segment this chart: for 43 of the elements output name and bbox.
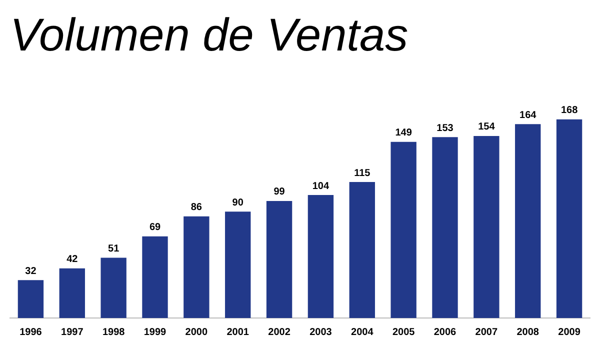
x-tick-label: 2004 xyxy=(351,326,374,338)
data-label: 104 xyxy=(312,180,330,192)
x-tick-label: 2001 xyxy=(226,326,250,338)
x-tick-label: 2003 xyxy=(310,326,332,338)
bar xyxy=(474,136,500,318)
data-label: 90 xyxy=(232,197,244,208)
bar xyxy=(349,182,375,318)
bar xyxy=(59,268,85,318)
data-label: 149 xyxy=(395,128,412,139)
x-tick-label: 2007 xyxy=(475,326,498,338)
x-tick-label: 1997 xyxy=(61,326,84,338)
data-label: 168 xyxy=(560,105,578,116)
data-label: 32 xyxy=(25,266,37,277)
bar xyxy=(225,212,251,318)
bar xyxy=(556,119,582,318)
data-label: 86 xyxy=(190,202,202,214)
bar xyxy=(142,236,168,318)
data-label: 164 xyxy=(520,110,537,121)
data-label: 115 xyxy=(354,168,371,179)
bar xyxy=(308,195,334,318)
data-label: 69 xyxy=(149,222,161,234)
bar xyxy=(18,280,44,318)
x-tick-label: 1996 xyxy=(20,326,42,338)
x-tick-label: 2005 xyxy=(392,326,416,338)
x-tick-label: 2002 xyxy=(268,326,291,338)
data-label: 154 xyxy=(478,122,496,133)
bar xyxy=(432,137,458,318)
x-tick-label: 2008 xyxy=(516,326,540,338)
x-tick-label: 1999 xyxy=(144,326,167,338)
bar xyxy=(266,200,292,318)
x-tick-label: 2000 xyxy=(185,326,208,338)
data-label: 42 xyxy=(66,254,78,266)
bar xyxy=(100,258,126,318)
x-tick-label: 2009 xyxy=(558,326,581,338)
x-tick-label: 2006 xyxy=(434,326,457,338)
data-label: 51 xyxy=(108,243,120,254)
bar xyxy=(390,142,416,318)
data-label: 153 xyxy=(436,122,454,134)
bar xyxy=(515,124,541,318)
data-label: 99 xyxy=(274,186,286,198)
x-tick-label: 1998 xyxy=(102,326,126,338)
bar xyxy=(184,216,210,318)
chart-title: Volumen de Ventas xyxy=(10,8,408,60)
